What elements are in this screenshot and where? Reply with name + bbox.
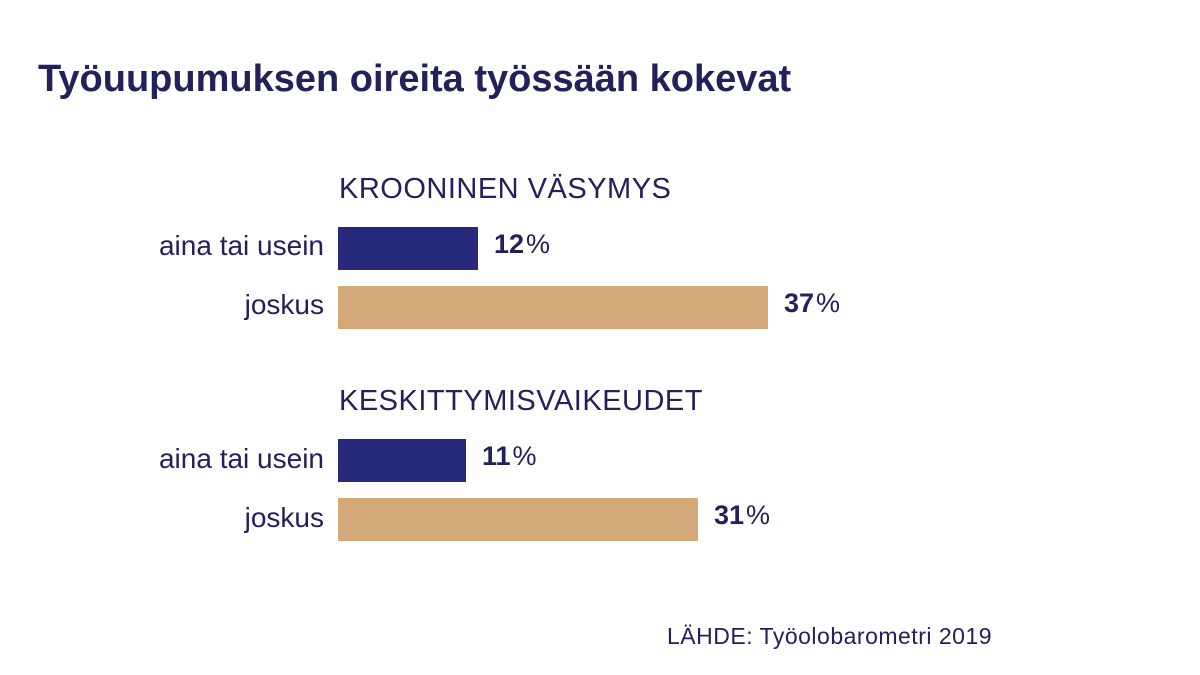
- value-number: 31: [714, 500, 745, 530]
- value-unit: %: [816, 288, 841, 318]
- bar-aina-tai-usein: [338, 439, 466, 482]
- bar-aina-tai-usein: [338, 227, 478, 270]
- bar-joskus: [338, 286, 768, 329]
- value-label: 37%: [784, 288, 840, 319]
- value-number: 11: [482, 441, 511, 471]
- value-unit: %: [512, 441, 537, 471]
- bar-joskus: [338, 498, 698, 541]
- value-label: 12%: [494, 229, 550, 260]
- source-note: LÄHDE: Työolobarometri 2019: [667, 623, 993, 649]
- chart-title: Työuupumuksen oireita työssään kokevat: [38, 58, 792, 100]
- value-number: 37: [784, 288, 815, 318]
- row-label: joskus: [244, 289, 324, 320]
- value-unit: %: [526, 229, 551, 259]
- value-number: 12: [494, 229, 525, 259]
- value-label: 31%: [714, 500, 770, 531]
- group-title-keskittymisvaikeudet: KESKITTYMISVAIKEUDET: [339, 385, 703, 417]
- value-unit: %: [746, 500, 771, 530]
- row-label: joskus: [244, 502, 324, 533]
- row-label: aina tai usein: [158, 443, 324, 474]
- row-label: aina tai usein: [158, 230, 324, 261]
- value-label: 11%: [482, 441, 537, 472]
- group-title-krooninen-vasymys: KROONINEN VÄSYMYS: [339, 173, 672, 205]
